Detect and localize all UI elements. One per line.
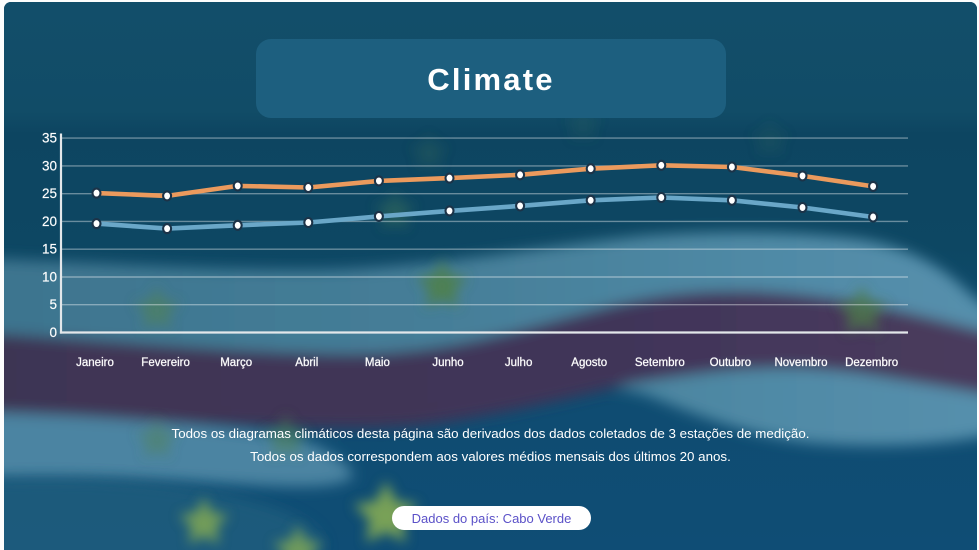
svg-text:Junho: Junho: [432, 357, 463, 369]
svg-text:25: 25: [42, 186, 57, 201]
svg-text:Março: Março: [220, 357, 252, 369]
svg-text:35: 35: [42, 131, 57, 146]
svg-text:15: 15: [42, 242, 57, 257]
svg-text:Julho: Julho: [505, 357, 533, 369]
svg-text:0: 0: [49, 325, 57, 340]
svg-text:Setembro: Setembro: [635, 357, 685, 369]
svg-text:Abril: Abril: [295, 357, 318, 369]
svg-text:Janeiro: Janeiro: [76, 357, 114, 369]
svg-text:Dezembro: Dezembro: [845, 357, 898, 369]
svg-text:Agosto: Agosto: [571, 357, 607, 369]
svg-text:30: 30: [42, 158, 57, 173]
svg-text:Outubro: Outubro: [710, 357, 752, 369]
svg-text:10: 10: [42, 270, 57, 285]
svg-text:Maio: Maio: [365, 357, 390, 369]
svg-text:20: 20: [42, 214, 57, 229]
svg-text:Novembro: Novembro: [774, 357, 827, 369]
svg-text:5: 5: [49, 297, 57, 312]
svg-text:Fevereiro: Fevereiro: [141, 357, 190, 369]
